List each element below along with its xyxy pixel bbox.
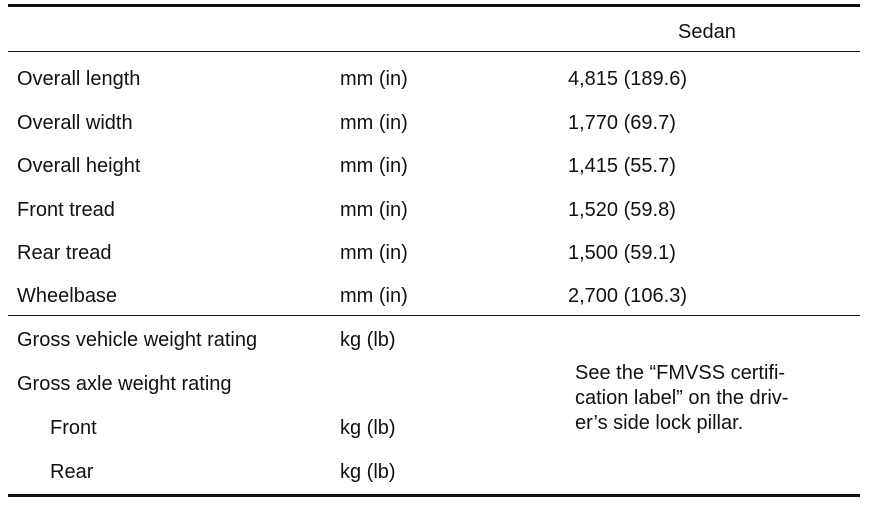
certification-note: See the “FMVSS certifi- cation label” on…	[575, 362, 789, 434]
row-name-overall-width: Overall width	[17, 112, 133, 134]
row-value-rear-tread: 1,500 (59.1)	[568, 242, 676, 264]
row-unit-overall-height: mm (in)	[340, 155, 408, 177]
row-value-overall-height: 1,415 (55.7)	[568, 155, 676, 177]
column-header-sedan: Sedan	[678, 21, 736, 43]
row-value-overall-length: 4,815 (189.6)	[568, 68, 687, 90]
top-rule	[8, 4, 860, 7]
row-unit-gvwr: kg (lb)	[340, 329, 396, 351]
row-name-overall-height: Overall height	[17, 155, 141, 177]
row-name-overall-length: Overall length	[17, 68, 141, 90]
row-value-wheelbase: 2,700 (106.3)	[568, 285, 687, 307]
row-name-gawr-front: Front	[50, 417, 97, 439]
row-unit-wheelbase: mm (in)	[340, 285, 408, 307]
row-name-rear-tread: Rear tread	[17, 242, 112, 264]
header-rule	[8, 51, 860, 52]
bottom-rule	[8, 494, 860, 497]
row-value-front-tread: 1,520 (59.8)	[568, 199, 676, 221]
row-value-overall-width: 1,770 (69.7)	[568, 112, 676, 134]
section-rule	[8, 315, 860, 316]
row-unit-gawr-front: kg (lb)	[340, 417, 396, 439]
row-name-wheelbase: Wheelbase	[17, 285, 118, 307]
row-unit-rear-tread: mm (in)	[340, 242, 408, 264]
row-name-gvwr: Gross vehicle weight rating	[17, 329, 258, 351]
row-unit-gawr-rear: kg (lb)	[340, 461, 396, 483]
row-unit-front-tread: mm (in)	[340, 199, 408, 221]
row-unit-overall-length: mm (in)	[340, 68, 408, 90]
row-unit-overall-width: mm (in)	[340, 112, 408, 134]
row-name-gawr-rear: Rear	[50, 461, 94, 483]
row-name-front-tread: Front tread	[17, 199, 115, 221]
row-name-gawr: Gross axle weight rating	[17, 373, 232, 395]
